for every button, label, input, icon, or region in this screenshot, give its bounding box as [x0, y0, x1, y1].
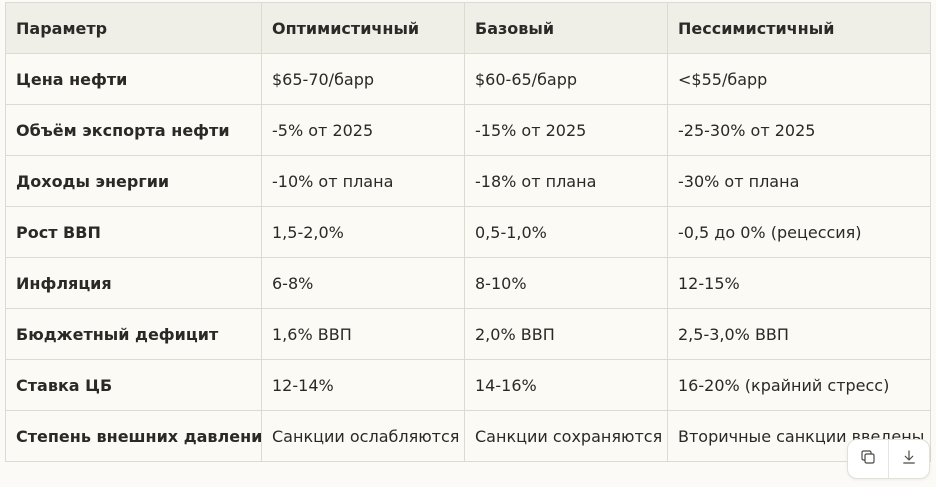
cell-pessimistic: -25-30% от 2025: [667, 104, 931, 156]
cell-optimistic: 1,5-2,0%: [261, 206, 465, 258]
cell-base: 8-10%: [464, 257, 668, 309]
header-optimistic: Оптимистичный: [261, 2, 465, 54]
table-row: Бюджетный дефицит 1,6% ВВП 2,0% ВВП 2,5-…: [5, 308, 931, 360]
row-parameter: Рост ВВП: [5, 206, 262, 258]
cell-pessimistic: 12-15%: [667, 257, 931, 309]
cell-base: -18% от плана: [464, 155, 668, 207]
cell-optimistic: 6-8%: [261, 257, 465, 309]
table-row: Рост ВВП 1,5-2,0% 0,5-1,0% -0,5 до 0% (р…: [5, 206, 931, 258]
table-actions: [847, 439, 930, 479]
cell-pessimistic: 16-20% (крайний стресс): [667, 359, 931, 411]
cell-base: 0,5-1,0%: [464, 206, 668, 258]
table-row: Степень внешних давлений Санкции ослабля…: [5, 410, 931, 462]
header-parameter: Параметр: [5, 2, 262, 54]
cell-pessimistic: 2,5-3,0% ВВП: [667, 308, 931, 360]
cell-base: -15% от 2025: [464, 104, 668, 156]
row-parameter: Доходы энергии: [5, 155, 262, 207]
cell-pessimistic: -0,5 до 0% (рецессия): [667, 206, 931, 258]
table-header-row: Параметр Оптимистичный Базовый Пессимист…: [5, 2, 931, 54]
download-icon: [900, 448, 918, 470]
row-parameter: Объём экспорта нефти: [5, 104, 262, 156]
header-base: Базовый: [464, 2, 668, 54]
cell-pessimistic: <$55/барр: [667, 53, 931, 105]
row-parameter: Ставка ЦБ: [5, 359, 262, 411]
table-row: Ставка ЦБ 12-14% 14-16% 16-20% (крайний …: [5, 359, 931, 411]
scenario-table: Параметр Оптимистичный Базовый Пессимист…: [5, 2, 931, 462]
copy-icon: [859, 448, 877, 470]
cell-optimistic: 1,6% ВВП: [261, 308, 465, 360]
cell-base: $60-65/барр: [464, 53, 668, 105]
cell-pessimistic: Вторичные санкции введены: [667, 410, 931, 462]
download-button[interactable]: [888, 440, 929, 478]
cell-base: Санкции сохраняются: [464, 410, 668, 462]
table-row: Цена нефти $65-70/барр $60-65/барр <$55/…: [5, 53, 931, 105]
table-row: Объём экспорта нефти -5% от 2025 -15% от…: [5, 104, 931, 156]
cell-optimistic: Санкции ослабляются: [261, 410, 465, 462]
table-row: Доходы энергии -10% от плана -18% от пла…: [5, 155, 931, 207]
row-parameter: Цена нефти: [5, 53, 262, 105]
row-parameter: Степень внешних давлений: [5, 410, 262, 462]
table-row: Инфляция 6-8% 8-10% 12-15%: [5, 257, 931, 309]
cell-optimistic: -10% от плана: [261, 155, 465, 207]
copy-button[interactable]: [848, 440, 888, 478]
cell-optimistic: -5% от 2025: [261, 104, 465, 156]
row-parameter: Бюджетный дефицит: [5, 308, 262, 360]
cell-optimistic: 12-14%: [261, 359, 465, 411]
cell-pessimistic: -30% от плана: [667, 155, 931, 207]
cell-optimistic: $65-70/барр: [261, 53, 465, 105]
cell-base: 2,0% ВВП: [464, 308, 668, 360]
header-pessimistic: Пессимистичный: [667, 2, 931, 54]
row-parameter: Инфляция: [5, 257, 262, 309]
cell-base: 14-16%: [464, 359, 668, 411]
